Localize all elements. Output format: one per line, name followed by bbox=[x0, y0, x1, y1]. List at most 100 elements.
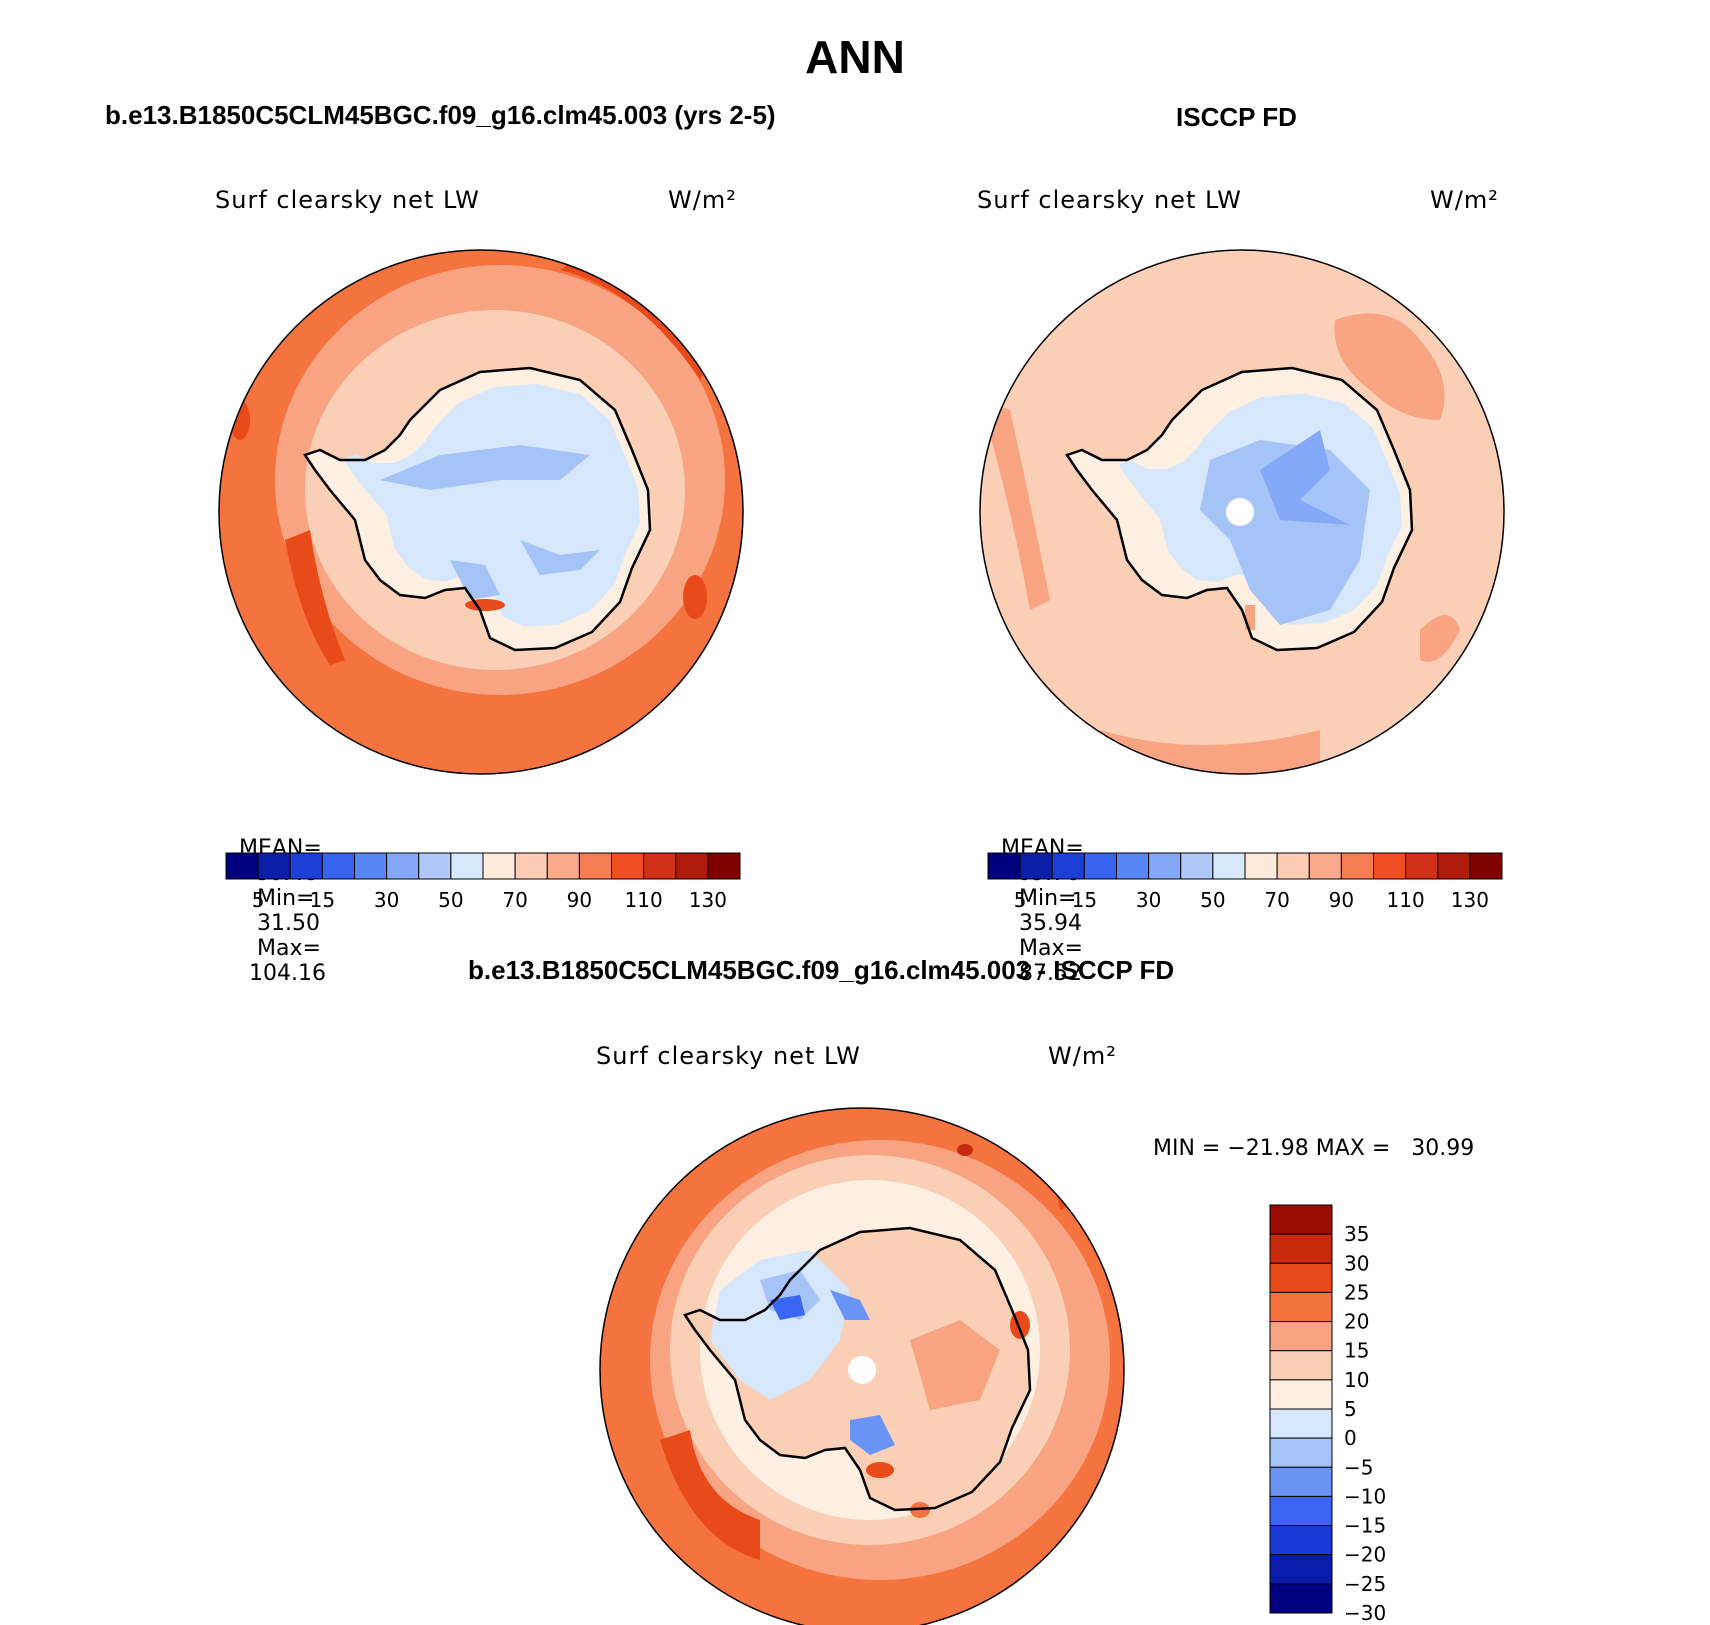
model-colorbar: 5 15 30 50 70 90 110 130 bbox=[225, 852, 741, 912]
obs-colorbar-swatch bbox=[1244, 852, 1278, 880]
diff-colorbar-swatch bbox=[1269, 1466, 1333, 1497]
model-colorbar-swatch bbox=[418, 852, 452, 880]
obs-colorbar-swatch bbox=[1340, 852, 1374, 880]
diff-panel-header: b.e13.B1850C5CLM45BGC.f09_g16.clm45.003 … bbox=[468, 955, 1175, 985]
obs-min-label: Min= bbox=[1019, 886, 1077, 911]
obs-colorbar-tick-label: 130 bbox=[1451, 888, 1489, 912]
model-colorbar-swatch bbox=[482, 852, 516, 880]
obs-colorbar-swatch bbox=[1373, 852, 1407, 880]
model-variable-label: Surf clearsky net LW bbox=[215, 186, 480, 214]
model-colorbar-swatch bbox=[257, 852, 291, 880]
obs-colorbar-swatch bbox=[987, 852, 1021, 880]
model-colorbar-tick-label: 5 bbox=[252, 888, 265, 912]
diff-colorbar-swatch bbox=[1269, 1321, 1333, 1352]
model-max-value: 104.16 bbox=[249, 961, 326, 986]
obs-colorbar-swatch bbox=[1437, 852, 1471, 880]
model-colorbar-swatch bbox=[643, 852, 677, 880]
obs-colorbar-swatch bbox=[1308, 852, 1342, 880]
diff-units-label: W/m² bbox=[1048, 1042, 1117, 1070]
diff-colorbar-tick-label: −15 bbox=[1344, 1514, 1386, 1538]
diff-colorbar-tick-label: −25 bbox=[1344, 1572, 1386, 1596]
model-colorbar-tick-label: 15 bbox=[310, 888, 335, 912]
obs-colorbar-swatch bbox=[1019, 852, 1053, 880]
diff-colorbar-swatch bbox=[1269, 1437, 1333, 1468]
model-colorbar-swatch bbox=[546, 852, 580, 880]
diff-colorbar-tick-label: 5 bbox=[1344, 1397, 1357, 1421]
diff-colorbar-swatch bbox=[1269, 1291, 1333, 1323]
obs-colorbar-swatch bbox=[1116, 852, 1150, 880]
model-colorbar-swatch bbox=[611, 852, 645, 880]
diff-colorbar-tick-label: 25 bbox=[1344, 1280, 1369, 1304]
model-min-label: Min= bbox=[257, 886, 315, 911]
obs-colorbar-swatch bbox=[1276, 852, 1310, 880]
obs-colorbar-swatch bbox=[1469, 852, 1503, 880]
diff-polar-map bbox=[600, 1108, 1124, 1625]
model-units-label: W/m² bbox=[668, 186, 737, 214]
obs-colorbar-swatch bbox=[1180, 852, 1214, 880]
diff-colorbar-swatch bbox=[1269, 1204, 1333, 1235]
model-min-value: 31.50 bbox=[257, 911, 320, 936]
diff-colorbar-swatch bbox=[1269, 1262, 1333, 1293]
obs-max-label: Max= bbox=[1019, 936, 1083, 961]
obs-colorbar-tick-label: 30 bbox=[1136, 888, 1161, 912]
model-colorbar-tick-label: 50 bbox=[438, 888, 463, 912]
model-max-label: Max= bbox=[257, 936, 321, 961]
model-polar-map bbox=[219, 250, 743, 774]
diff-colorbar-tick-label: 10 bbox=[1344, 1368, 1369, 1392]
diff-colorbar-tick-label: 15 bbox=[1344, 1339, 1369, 1363]
obs-colorbar-swatch bbox=[1148, 852, 1182, 880]
model-colorbar-swatch bbox=[578, 852, 612, 880]
diff-colorbar-tick-label: 30 bbox=[1344, 1251, 1369, 1275]
model-colorbar-swatch bbox=[289, 852, 323, 880]
obs-colorbar-tick-label: 5 bbox=[1014, 888, 1027, 912]
model-colorbar-swatch bbox=[225, 852, 259, 880]
diff-colorbar-swatch bbox=[1269, 1233, 1333, 1264]
diff-colorbar-swatch bbox=[1269, 1379, 1333, 1410]
diff-colorbar-tick-label: 0 bbox=[1344, 1426, 1357, 1450]
obs-units-label: W/m² bbox=[1430, 186, 1499, 214]
diff-colorbar-tick-label: −5 bbox=[1344, 1455, 1373, 1479]
obs-colorbar-tick-label: 110 bbox=[1387, 888, 1425, 912]
diff-colorbar-tick-label: −20 bbox=[1344, 1543, 1386, 1567]
obs-colorbar-swatch bbox=[1083, 852, 1117, 880]
diff-variable-label: Surf clearsky net LW bbox=[596, 1042, 861, 1070]
diff-colorbar-swatch bbox=[1269, 1350, 1333, 1381]
obs-max-value: 87.52 bbox=[1019, 961, 1082, 986]
diff-colorbar-swatch bbox=[1269, 1583, 1333, 1614]
diff-colorbar-swatch bbox=[1269, 1495, 1333, 1527]
obs-polar-map bbox=[980, 250, 1504, 774]
model-colorbar-swatch bbox=[321, 852, 355, 880]
diff-colorbar-tick-label: −10 bbox=[1344, 1484, 1386, 1508]
obs-panel-header: ISCCP FD bbox=[1176, 102, 1297, 132]
diff-colorbar-swatch bbox=[1269, 1408, 1333, 1439]
model-colorbar-tick-label: 30 bbox=[374, 888, 399, 912]
obs-variable-label: Surf clearsky net LW bbox=[977, 186, 1242, 214]
diff-minmax-text: MIN = −21.98 MAX = 30.99 bbox=[1153, 1136, 1475, 1161]
model-colorbar-tick-label: 70 bbox=[502, 888, 527, 912]
model-colorbar-swatch bbox=[707, 852, 741, 880]
model-colorbar-swatch bbox=[675, 852, 709, 880]
diff-colorbar-swatch bbox=[1269, 1525, 1333, 1556]
model-panel-header: b.e13.B1850C5CLM45BGC.f09_g16.clm45.003 … bbox=[105, 100, 776, 130]
obs-colorbar-tick-label: 15 bbox=[1072, 888, 1097, 912]
page-title: ANN bbox=[805, 31, 905, 83]
diff-colorbar-tick-label: −30 bbox=[1344, 1601, 1386, 1625]
diff-colorbar-tick-label: 35 bbox=[1344, 1222, 1369, 1246]
obs-colorbar-swatch bbox=[1051, 852, 1085, 880]
diff-colorbar-tick-label: 20 bbox=[1344, 1310, 1369, 1334]
model-colorbar-tick-label: 130 bbox=[689, 888, 727, 912]
obs-colorbar: 5 15 30 50 70 90 110 130 bbox=[987, 852, 1503, 912]
model-colorbar-tick-label: 110 bbox=[625, 888, 663, 912]
model-colorbar-swatch bbox=[514, 852, 548, 880]
model-colorbar-tick-label: 90 bbox=[567, 888, 592, 912]
obs-colorbar-tick-label: 70 bbox=[1264, 888, 1289, 912]
model-colorbar-swatch bbox=[450, 852, 484, 880]
diff-colorbar-swatch bbox=[1269, 1554, 1333, 1585]
obs-min-value: 35.94 bbox=[1019, 911, 1082, 936]
obs-colorbar-swatch bbox=[1212, 852, 1246, 880]
obs-colorbar-tick-label: 90 bbox=[1329, 888, 1354, 912]
model-colorbar-swatch bbox=[386, 852, 420, 880]
obs-colorbar-swatch bbox=[1405, 852, 1439, 880]
